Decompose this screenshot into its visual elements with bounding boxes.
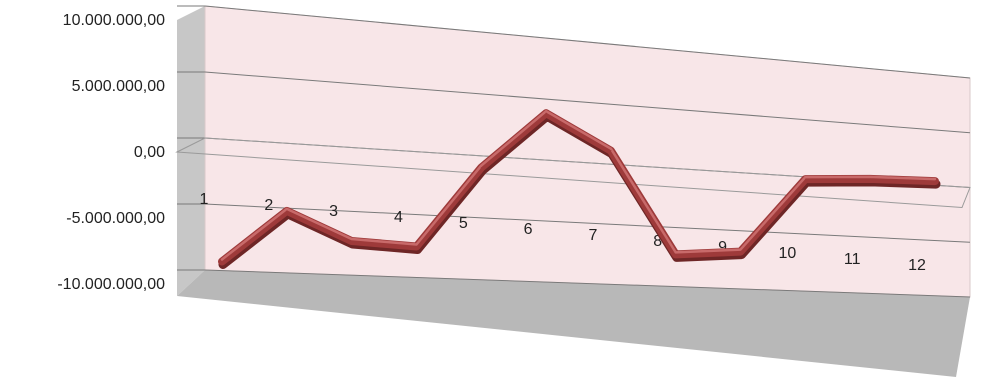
x-tick-label: 2 [264, 197, 273, 214]
data-point [934, 180, 936, 182]
x-tick-label: 3 [329, 203, 338, 220]
data-point [610, 150, 612, 152]
gridline [204, 203, 971, 243]
y-tick-label: 10.000.000,00 [63, 12, 165, 29]
data-point [415, 245, 417, 247]
gridline [204, 5, 971, 79]
y-tick-label: 0,00 [134, 144, 165, 161]
series-line-highlight [220, 109, 937, 261]
data-point [675, 253, 677, 255]
series-line-path [218, 109, 939, 266]
y-tick-label: -10.000.000,00 [57, 276, 165, 293]
x-tick-label: 6 [524, 221, 533, 238]
y-tick-label: -5.000.000,00 [66, 210, 165, 227]
y-axis: 10.000.000,00 5.000.000,00 0,00 -5.000.000,… [57, 12, 165, 293]
x-tick-label: 8 [653, 233, 662, 250]
x-tick-label: 12 [908, 257, 926, 274]
data-point [286, 210, 288, 212]
side-wall [177, 6, 205, 296]
gridline [204, 71, 971, 134]
y-tick-label: 5.000.000,00 [72, 78, 166, 95]
series-line [218, 109, 941, 269]
data-point [545, 112, 547, 114]
x-tick-label: 10 [778, 245, 796, 262]
x-tick-label: 5 [459, 215, 468, 232]
data-point [221, 261, 223, 263]
x-tick-label: 4 [394, 209, 403, 226]
gridline [204, 269, 971, 298]
data-point [740, 251, 742, 253]
x-tick-label: 1 [200, 191, 209, 208]
x-tick-label: 9 [718, 239, 727, 256]
x-axis: 1 2 3 4 5 6 7 8 9 10 11 12 [200, 191, 926, 274]
data-point [804, 178, 806, 180]
data-point [869, 178, 871, 180]
chart-walls [177, 5, 971, 377]
data-point [480, 167, 482, 169]
floor [177, 270, 970, 377]
x-tick-label: 7 [588, 227, 597, 244]
x-tick-label: 11 [844, 251, 861, 268]
data-point [351, 240, 353, 242]
zero-plane [175, 137, 971, 209]
